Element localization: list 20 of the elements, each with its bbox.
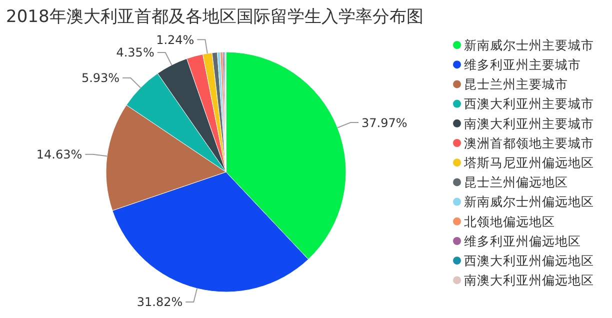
chart-title: 2018年澳大利亚首都及各地区国际留学生入学率分布图 [6, 7, 424, 27]
data-label: 37.97% [362, 116, 408, 130]
legend-label: 澳洲首都领地主要城市 [464, 135, 594, 150]
legend-label: 南澳大利亚州偏远地区 [464, 272, 594, 288]
data-label: 5.93% [81, 71, 120, 86]
data-label: 4.35% [116, 46, 154, 60]
legend-label: 昆士兰州主要城市 [464, 76, 568, 92]
data-label: 1.24% [156, 32, 194, 47]
data-label: 31.82% [136, 295, 183, 310]
legend-label: 维多利亚州主要城市 [464, 56, 581, 72]
legend-label: 新南威尔士州主要城市 [464, 37, 594, 52]
legend-label: 昆士兰州偏远地区 [464, 174, 568, 190]
data-label: 14.63% [36, 148, 82, 162]
legend-label: 塔斯马尼亚州偏远地区 [463, 154, 594, 170]
legend-label: 西澳大利亚州主要城市 [464, 96, 594, 112]
legend-label: 新南威尔士州偏远地区 [464, 194, 594, 210]
legend-label: 南澳大利亚州主要城市 [464, 116, 594, 131]
legend-label: 西澳大利亚州偏远地区 [464, 252, 594, 268]
legend-label: 维多利亚州偏远地区 [464, 233, 581, 248]
legend-label: 北领地偏远地区 [464, 214, 555, 229]
